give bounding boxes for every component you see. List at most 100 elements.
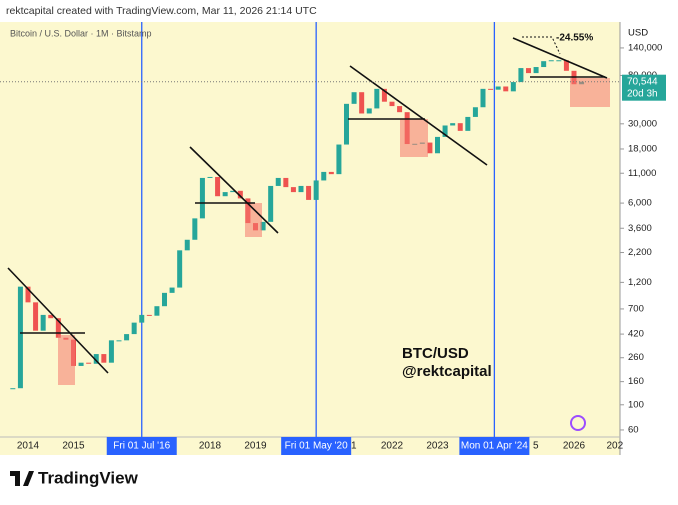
candle-body <box>336 144 342 175</box>
y-tick-label: 11,000 <box>628 168 656 179</box>
candle-body <box>389 101 395 107</box>
chart-title: Bitcoin / U.S. Dollar · 1M · Bitstamp <box>10 28 152 38</box>
candle-body <box>510 82 516 92</box>
candles <box>10 60 585 390</box>
candle-body <box>563 60 569 71</box>
y-tick-label: 420 <box>628 329 644 340</box>
candle-body <box>495 86 501 90</box>
trend-line <box>512 37 608 79</box>
x-tick-label: 2022 <box>381 441 404 452</box>
candle-body <box>442 125 448 137</box>
x-tick-label: 2019 <box>244 441 267 452</box>
candle-body <box>306 185 312 200</box>
candle-body <box>366 108 372 114</box>
drawings <box>7 36 610 431</box>
candle-body <box>192 218 198 240</box>
y-tick-label: 100 <box>628 399 644 410</box>
candle-body <box>351 92 357 104</box>
x-tick-label: 5 <box>533 441 539 452</box>
header-text: rektcapital created with TradingView.com… <box>6 5 317 17</box>
candle-body <box>328 171 334 175</box>
x-tick-label: 2023 <box>426 441 449 452</box>
red-zone <box>570 78 610 107</box>
candle-body <box>139 314 145 323</box>
candle-body <box>199 177 205 219</box>
candle-body <box>124 334 130 341</box>
y-tick-label: 140,000 <box>628 42 662 53</box>
candle-body <box>10 388 16 390</box>
candle-body <box>275 177 281 186</box>
y-tick-label: 1,200 <box>628 277 652 288</box>
candle-body <box>472 107 478 117</box>
candle-body <box>78 362 84 366</box>
candle-body <box>381 88 387 102</box>
trend-line <box>349 65 488 166</box>
y-tick-label: 18,000 <box>628 143 657 154</box>
halving-lines <box>141 22 496 437</box>
percent-label: -24.55% <box>556 33 593 44</box>
candle-body <box>48 314 54 319</box>
candle-body <box>298 185 304 193</box>
candle-body <box>268 185 274 222</box>
halving-label: Fri 01 May '20 <box>285 441 348 452</box>
trend-line <box>189 146 279 234</box>
candle-body <box>33 302 39 331</box>
countdown-label: 20d 3h <box>627 88 658 99</box>
trend-line <box>7 267 109 374</box>
y-tick-label: 3,600 <box>628 223 652 234</box>
candle-body <box>526 68 531 74</box>
candle-body <box>359 92 365 114</box>
halving-label: Fri 01 Jul '16 <box>113 441 170 452</box>
x-tick-label: 2014 <box>17 441 40 452</box>
halving-label: Mon 01 Apr '24 <box>461 441 528 452</box>
candle-body <box>169 287 175 293</box>
candle-body <box>184 239 190 251</box>
candle-body <box>17 286 23 389</box>
y-tick-label: 160 <box>628 376 644 387</box>
candle-body <box>457 123 463 131</box>
candle-body <box>313 180 319 200</box>
candle-body <box>154 306 160 316</box>
x-tick-label: 2018 <box>199 441 222 452</box>
candle-body <box>518 68 524 83</box>
candle-body <box>556 60 562 62</box>
candle-body <box>93 354 99 364</box>
currency-label: USD <box>628 28 648 39</box>
halving-label-bg <box>106 437 177 455</box>
candle-body <box>146 314 152 316</box>
candle-body <box>541 61 547 68</box>
y-tick-label: 700 <box>628 303 644 314</box>
candle-body <box>207 176 213 178</box>
y-tick-label: 260 <box>628 352 644 363</box>
candle-body <box>290 187 296 193</box>
y-tick-label: 6,000 <box>628 198 652 209</box>
candle-body <box>131 322 137 335</box>
author-label: @rektcapital <box>402 363 492 380</box>
candle-body <box>533 67 539 74</box>
candle-body <box>465 116 471 131</box>
candle-body <box>237 190 243 199</box>
x-tick-label: 1 <box>351 441 357 452</box>
candle-body <box>86 362 92 364</box>
candle-body <box>215 176 221 197</box>
candle-body <box>230 190 236 193</box>
candle-body <box>40 314 46 331</box>
candle-body <box>548 60 554 62</box>
footer-text: TradingView <box>38 468 139 487</box>
red-zone <box>400 119 428 157</box>
x-tick-label: 202 <box>607 441 624 452</box>
logo-icon <box>570 415 586 431</box>
red-zone <box>58 335 75 385</box>
candle-body <box>435 136 440 154</box>
y-tick-label: 30,000 <box>628 118 657 129</box>
candle-body <box>344 103 349 145</box>
candle-body <box>25 286 31 303</box>
candle-body <box>450 123 456 126</box>
candle-body <box>374 88 380 109</box>
candle-body <box>283 177 289 188</box>
red-zone <box>245 203 262 237</box>
halving-label-bg <box>459 437 530 455</box>
candle-body <box>427 142 433 154</box>
candle-body <box>162 292 167 307</box>
